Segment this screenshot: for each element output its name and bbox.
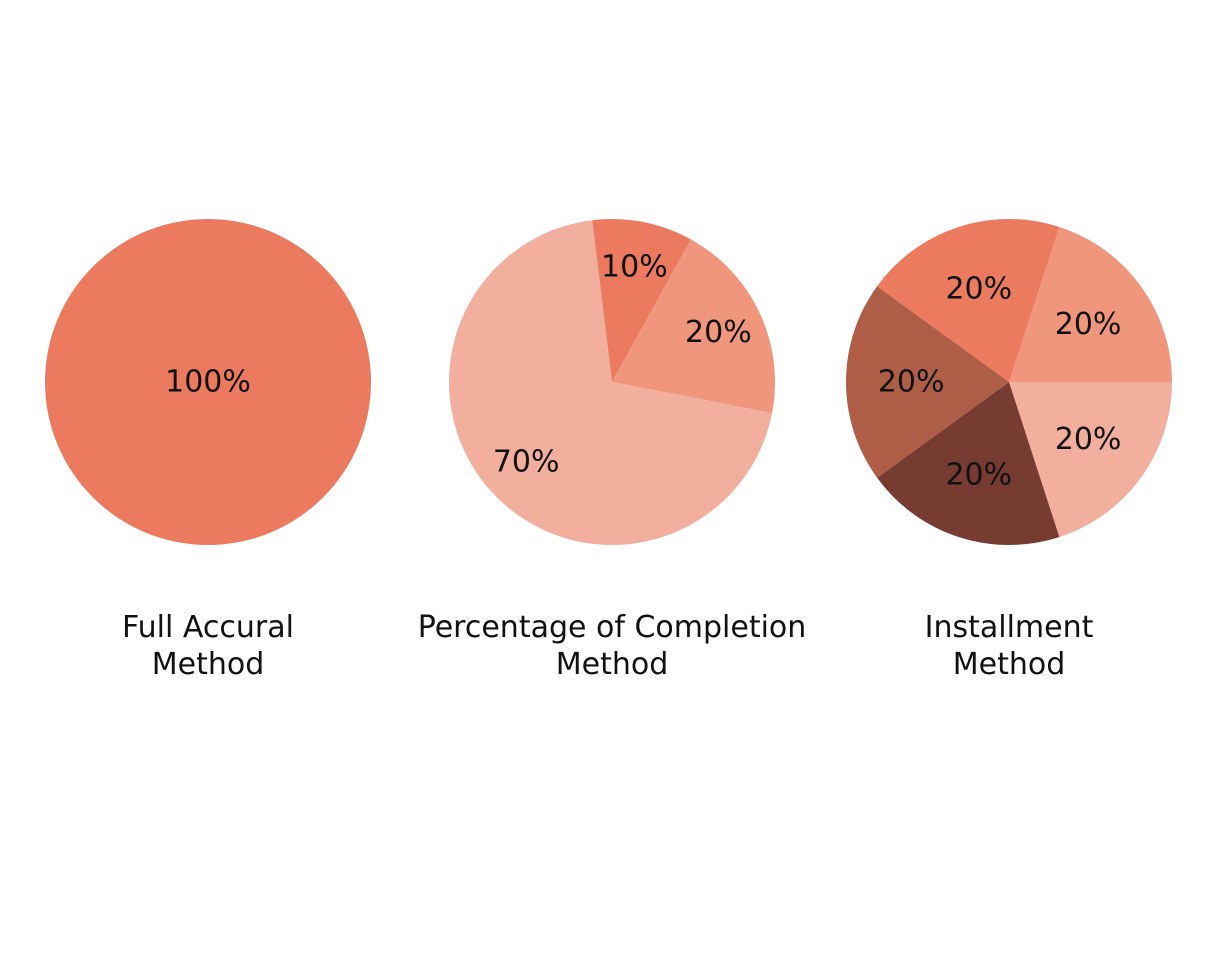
chart-title-installment-line-1: Installment xyxy=(925,610,1094,645)
pie-slice-label: 70% xyxy=(493,445,560,480)
chart-title-percentage-of-completion-line-2: Method xyxy=(556,647,669,682)
chart-title-full-accural-line-2: Method xyxy=(152,647,265,682)
pie-slice xyxy=(1009,226,1172,382)
pie-slice xyxy=(845,286,1009,478)
pie-slice xyxy=(1009,382,1172,538)
pie-slice-label: 10% xyxy=(601,249,668,284)
chart-title-full-accural-line-1: Full Accural xyxy=(122,610,294,645)
pie-slice-label: 20% xyxy=(1055,307,1122,342)
pie-slice xyxy=(592,218,692,382)
pie-slice-label: 20% xyxy=(1055,422,1122,457)
pie-slice-label: 20% xyxy=(685,315,752,350)
chart-title-percentage-of-completion-line-1: Percentage of Completion xyxy=(418,610,807,645)
pie-slice-label: 100% xyxy=(165,365,251,400)
pie-slice-label: 20% xyxy=(945,458,1012,493)
pie-chart-installment: 20% 20% 20% 20% 20% xyxy=(845,219,1172,545)
pie-slice xyxy=(877,382,1060,545)
pie-slice-label: 20% xyxy=(945,272,1012,307)
pie-slice xyxy=(612,239,776,414)
pie-slice-label: 20% xyxy=(878,365,945,400)
chart-title-installment-line-2: Method xyxy=(953,647,1066,682)
pie-slice xyxy=(45,219,371,545)
pie-chart-full-accural: 100% xyxy=(45,219,371,545)
pie-slice xyxy=(877,219,1060,382)
pie-chart-percentage-of-completion: 10% 20% 70% xyxy=(449,218,776,545)
pie-slice xyxy=(449,220,773,545)
